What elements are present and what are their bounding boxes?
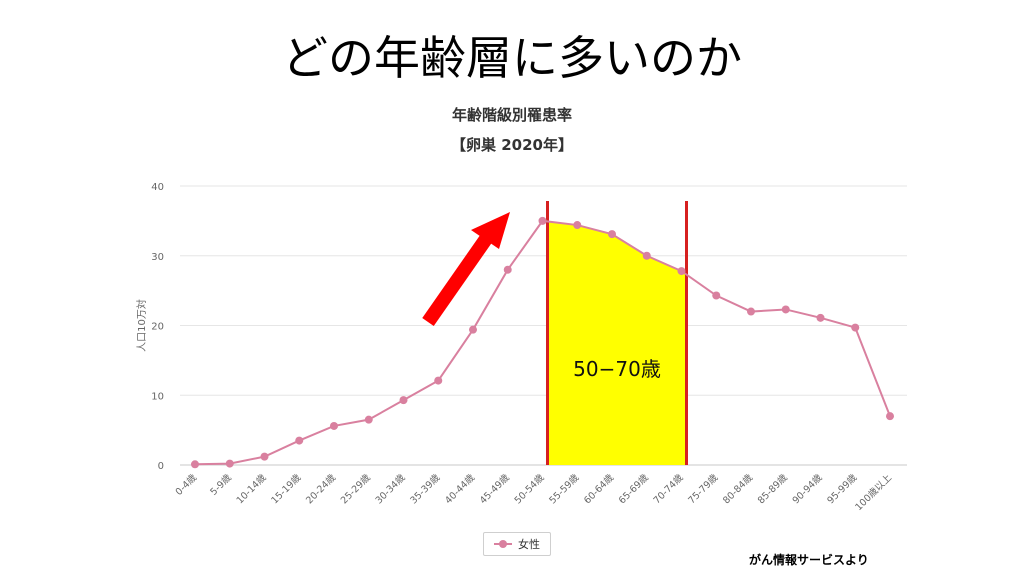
legend-swatch-icon [494,539,512,549]
x-tick-label: 20-24歳 [303,471,338,506]
chart-subtitle: 【卵巣 2020年】 [451,136,573,154]
data-point [573,221,582,230]
legend[interactable]: 女性 [483,532,551,556]
x-tick-label: 10-14歳 [234,471,269,506]
data-point [642,251,651,260]
y-tick-labels: 0 10 20 30 40 [151,182,164,472]
arrow-shaft [422,231,494,327]
y-tick-label: 10 [151,391,164,402]
data-point [364,415,373,424]
data-point [260,452,269,461]
x-tick-label: 85-89歳 [755,471,790,506]
red-arrow-icon [422,212,510,327]
data-point [330,421,338,430]
data-point [538,216,547,225]
x-tick-label: 75-79歳 [686,471,721,506]
data-point [712,291,721,300]
highlight-label: 50−70歳 [573,357,661,381]
slide-title: どの年齢層に多いのか [282,31,742,85]
x-tick-label: 80-84歳 [720,471,755,506]
data-point [469,325,477,334]
x-tick-label: 100歳以上 [853,471,895,513]
x-tick-label: 30-34歳 [373,471,408,506]
x-tick-label: 65-69歳 [616,471,651,506]
x-tick-label: 5-9歳 [208,471,235,498]
y-tick-label: 20 [151,322,164,333]
x-tick-label: 25-29歳 [338,471,373,506]
y-tick-label: 40 [151,182,164,193]
x-tick-label: 50-54歳 [512,471,547,506]
chart-title: 年齢階級別罹患率 [451,106,572,124]
x-tick-label: 15-19歳 [269,471,304,506]
data-point [608,230,616,239]
data-point [399,396,408,405]
data-point [225,459,234,468]
legend-label: 女性 [518,538,540,551]
series-path [194,219,891,466]
x-tick-labels: 0-4歳 5-9歳 10-14歳 15-19歳 20-24歳 25-29歳 30-34歳 35… [173,471,895,513]
x-tick-label: 45-49歳 [477,471,512,506]
y-tick-label: 30 [151,252,164,263]
data-point [781,305,790,314]
x-tick-label: 0-4歳 [173,471,200,498]
grid-lines [180,185,907,466]
x-tick-label: 35-39歳 [408,471,443,506]
y-axis-label: 人口10万対 [135,299,148,352]
source-note: がん情報サービスより [749,553,869,567]
data-point [677,267,686,276]
data-point [816,313,825,322]
x-tick-label: 90-94歳 [790,471,825,506]
x-tick-label: 55-59歳 [547,471,582,506]
data-point [295,436,304,445]
x-tick-label: 60-64歳 [581,471,616,506]
series-line [191,216,894,469]
data-point [191,460,199,469]
data-point [503,265,512,274]
arrow-head [471,212,510,249]
data-point [886,412,894,421]
highlight-fill [542,220,687,465]
x-tick-label: 70-74歳 [651,471,686,506]
highlight-region: 50−70歳 [542,201,688,465]
x-tick-label: 95-99歳 [825,471,860,506]
data-point [434,376,443,385]
y-tick-label: 0 [158,461,164,472]
x-tick-label: 40-44歳 [442,471,477,506]
data-point [747,307,755,316]
data-point [851,323,860,332]
